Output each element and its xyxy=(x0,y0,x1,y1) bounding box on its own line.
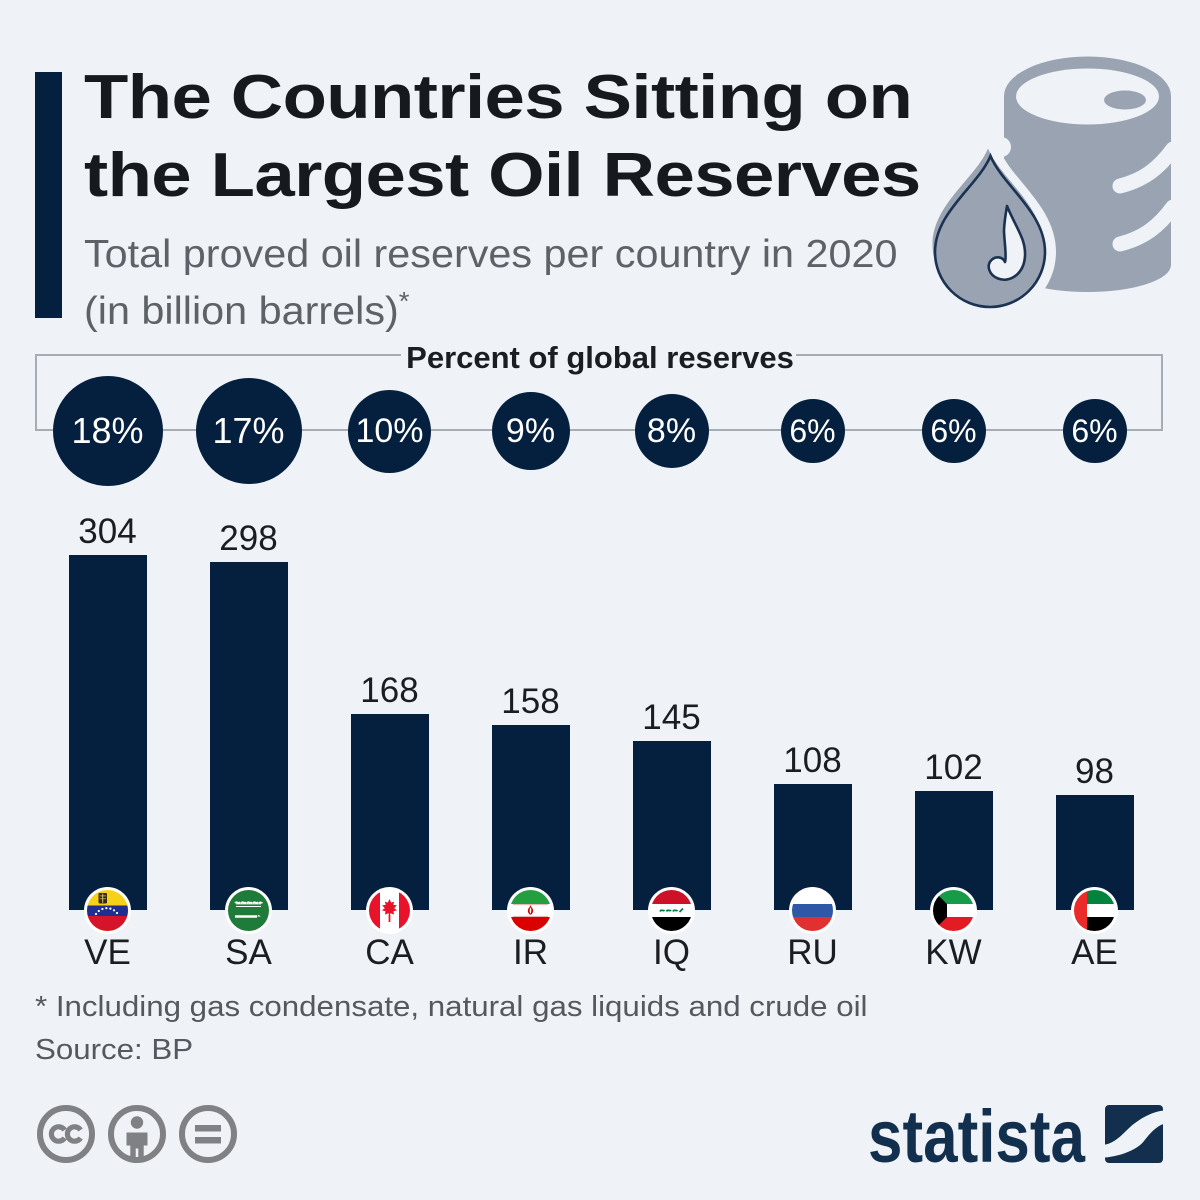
svg-text:statista: statista xyxy=(868,1095,1086,1170)
